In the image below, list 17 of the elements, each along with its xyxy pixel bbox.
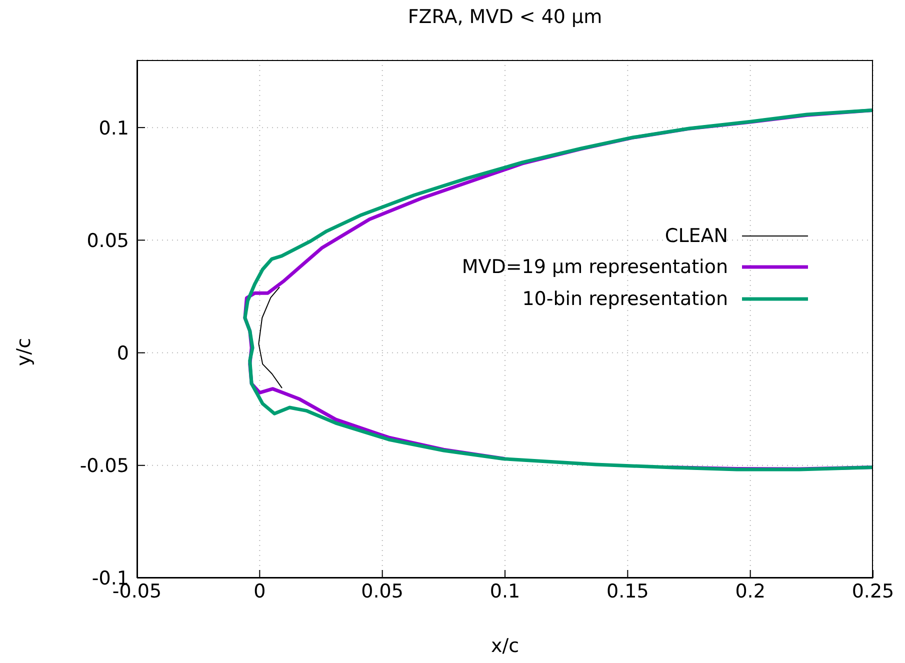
y-tick-label: 0.05: [86, 230, 129, 252]
x-tick-label: 0.2: [735, 580, 766, 602]
chart-title: FZRA, MVD < 40 µm: [406, 6, 604, 28]
legend-label: CLEAN: [664, 224, 728, 247]
y-tick-label: 0: [116, 342, 129, 365]
x-tick-label: 0.25: [852, 580, 894, 602]
legend-label: 10-bin representation: [522, 288, 728, 310]
x-tick-label: 0.15: [606, 580, 649, 602]
y-tick-label: -0.05: [80, 455, 129, 478]
x-tick-label: 0.1: [490, 580, 520, 602]
x-axis-title: x/c: [490, 635, 520, 657]
legend-label: MVD=19 µm representation: [462, 256, 728, 278]
y-axis-title: y/c: [13, 338, 35, 366]
y-tick-label: 0.1: [98, 117, 129, 140]
x-tick-label: 0.05: [361, 580, 404, 602]
line-series: [258, 286, 282, 388]
x-tick-label: 0: [254, 580, 266, 602]
